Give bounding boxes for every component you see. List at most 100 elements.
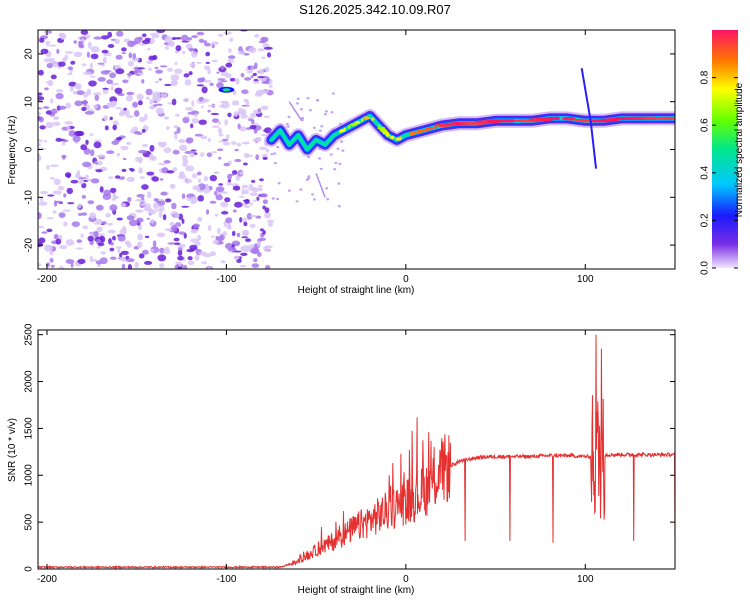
colorbar-gradient — [712, 30, 738, 268]
noise-blob — [128, 219, 138, 227]
noise-blob — [192, 185, 201, 191]
noise-blob — [172, 149, 180, 155]
noise-blob — [160, 191, 168, 196]
noise-blob — [194, 133, 203, 137]
noise-blob — [94, 139, 102, 143]
y-tick-label: 10 — [24, 96, 35, 108]
ridge-core — [390, 135, 395, 140]
noise-blob — [205, 51, 211, 57]
noise-blob — [132, 53, 136, 60]
spectrogram-marks — [38, 30, 675, 269]
noise-blob — [211, 41, 219, 46]
noise-blob — [287, 115, 291, 119]
noise-blob — [240, 73, 245, 78]
noise-blob — [70, 60, 76, 65]
noise-blob — [38, 143, 42, 146]
noise-blob — [73, 40, 77, 44]
noise-blob — [65, 239, 74, 246]
noise-blob — [52, 210, 57, 214]
noise-blob — [126, 115, 134, 118]
noise-blob — [234, 148, 239, 152]
noise-blob — [248, 186, 255, 191]
noise-blob — [312, 126, 316, 129]
noise-blob — [107, 222, 113, 226]
noise-blob — [69, 86, 74, 92]
noise-blob — [141, 184, 149, 190]
noise-blob — [153, 202, 160, 210]
noise-blob — [221, 191, 228, 194]
snr-marks — [38, 334, 675, 569]
noise-blob — [82, 161, 92, 168]
noise-blob — [225, 62, 233, 68]
noise-blob — [136, 194, 145, 198]
noise-blob — [301, 116, 304, 120]
noise-blob — [102, 221, 107, 225]
noise-blob — [263, 46, 273, 50]
noise-blob — [223, 31, 232, 35]
ridge-core — [362, 116, 371, 120]
noise-blob — [215, 194, 223, 201]
noise-blob — [89, 212, 97, 219]
noise-blob — [182, 264, 188, 269]
noise-blob — [49, 257, 54, 263]
noise-blob — [163, 147, 172, 154]
noise-blob — [196, 61, 203, 64]
noise-blob — [264, 66, 270, 73]
noise-blob — [56, 48, 60, 55]
noise-blob — [84, 111, 94, 115]
noise-blob — [158, 162, 167, 166]
noise-blob — [264, 211, 271, 219]
noise-blob — [249, 124, 257, 130]
noise-blob — [243, 52, 250, 56]
ridge-core — [347, 125, 351, 129]
y-tick-label: 0 — [24, 146, 35, 152]
noise-blob — [218, 183, 224, 186]
noise-blob — [171, 37, 177, 40]
noise-blob — [257, 108, 261, 113]
noise-blob — [265, 264, 271, 269]
noise-blob — [163, 248, 171, 255]
noise-blob — [227, 160, 233, 164]
noise-blob — [80, 233, 84, 238]
noise-blob — [38, 107, 43, 110]
noise-blob — [258, 40, 265, 44]
noise-blob — [318, 129, 322, 132]
noise-blob — [74, 100, 83, 107]
noise-blob — [136, 93, 144, 101]
noise-blob — [251, 247, 260, 255]
noise-blob — [113, 65, 120, 70]
noise-blob — [86, 51, 90, 58]
noise-blob — [38, 96, 45, 101]
noise-blob — [39, 37, 45, 43]
noise-blob — [137, 241, 143, 248]
noise-blob — [165, 198, 172, 203]
noise-blob — [242, 162, 248, 166]
noise-blob — [270, 153, 274, 156]
spectrogram-ylabel: Frequency (Hz) — [7, 116, 18, 185]
noise-blob — [64, 51, 74, 54]
noise-blob — [96, 154, 106, 158]
noise-blob — [164, 228, 173, 232]
noise-blob — [227, 173, 232, 180]
noise-blob — [223, 141, 231, 146]
colorbar-tick-label: 0.2 — [700, 213, 711, 227]
noise-blob — [203, 175, 209, 182]
ridge-core — [386, 133, 390, 137]
noise-blob — [65, 259, 75, 264]
noise-blob — [107, 31, 113, 38]
noise-blob — [198, 251, 207, 256]
x-tick-label: -100 — [216, 274, 236, 285]
noise-blob — [76, 90, 85, 96]
noise-blob — [203, 40, 208, 44]
noise-blob — [63, 139, 69, 143]
noise-blob — [260, 228, 264, 232]
noise-blob — [209, 174, 217, 182]
noise-blob — [206, 152, 213, 157]
noise-blob — [218, 127, 222, 134]
noise-blob — [307, 175, 311, 178]
ridge-core — [428, 126, 434, 131]
noise-blob — [70, 179, 79, 184]
noise-blob — [135, 199, 144, 202]
